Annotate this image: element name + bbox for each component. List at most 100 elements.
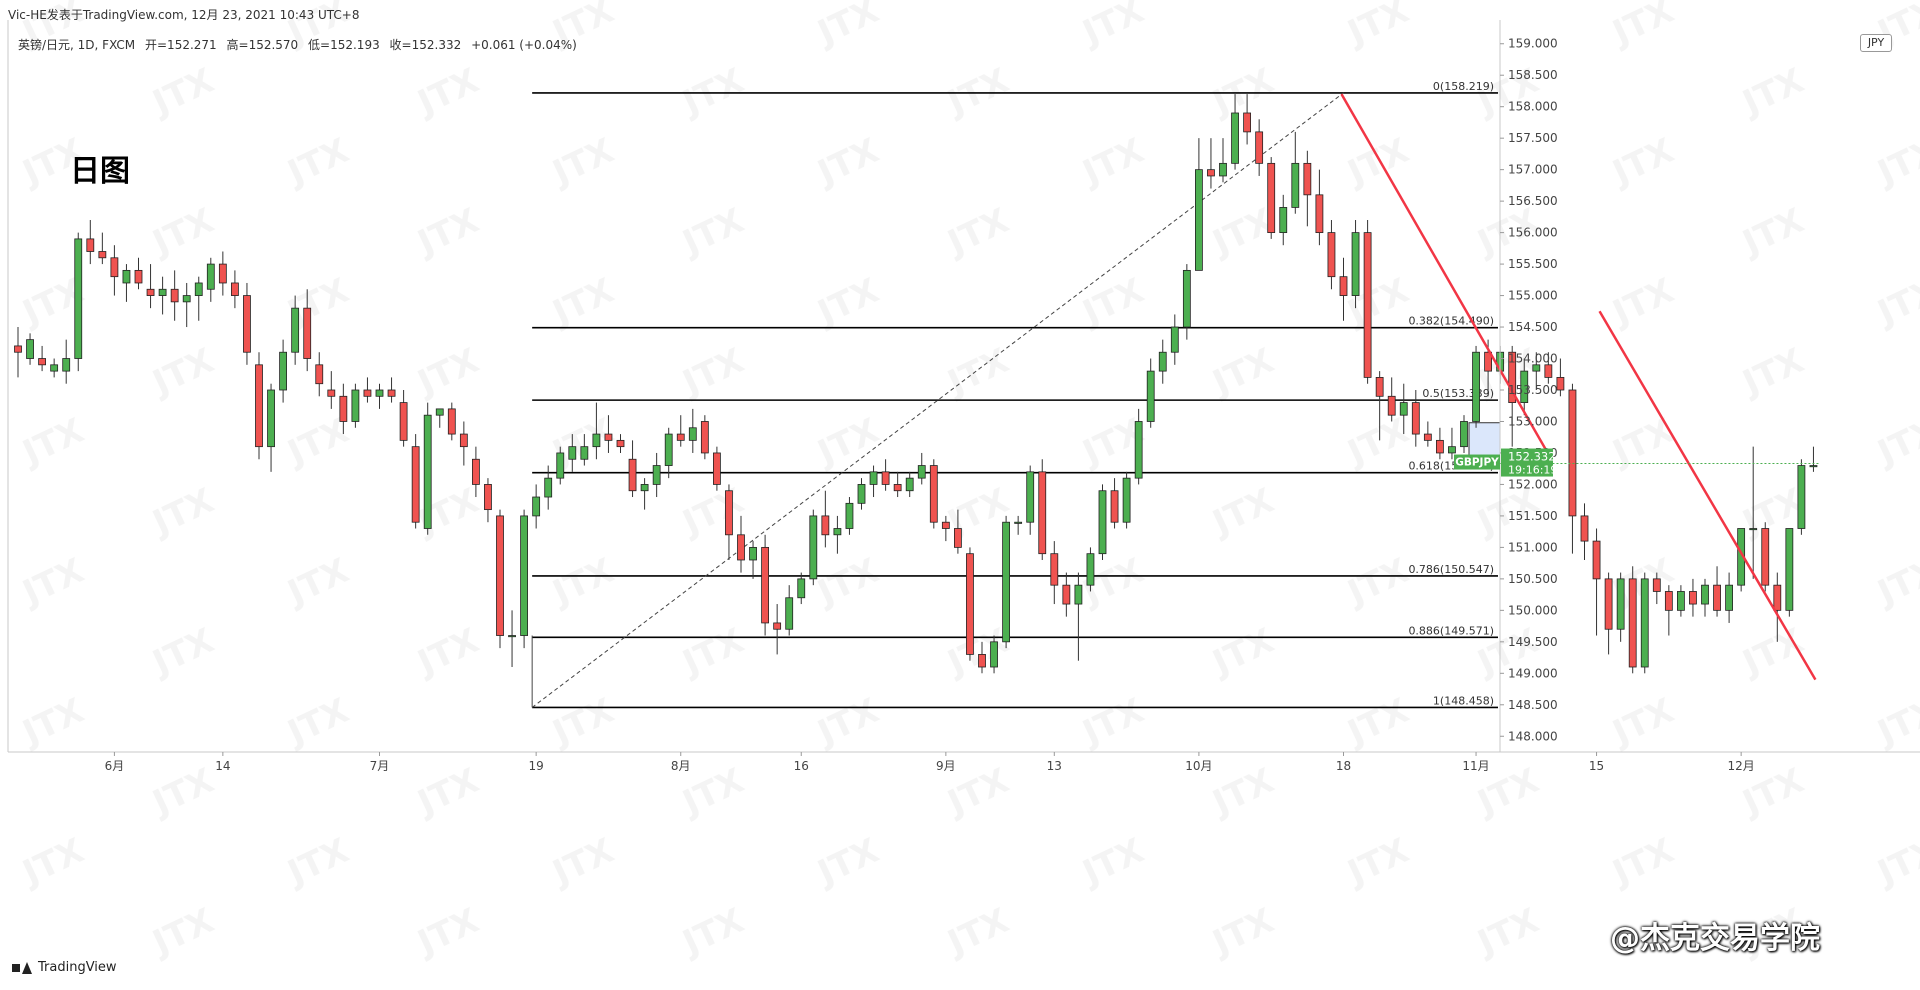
candle-up [291, 307, 300, 353]
candle-up [1809, 465, 1818, 468]
candle-down [110, 257, 119, 278]
candle-down [628, 458, 637, 492]
price-tick-label: 154.000 [1508, 352, 1558, 366]
watermark-text: JTX [545, 831, 620, 894]
watermark-text: JTX [15, 551, 90, 614]
candle-down [1580, 515, 1589, 542]
candle-up [508, 635, 516, 638]
candle-down [1255, 131, 1264, 164]
candle-down [1062, 584, 1071, 605]
candle-up [664, 433, 673, 466]
watermark-text: JTX [940, 901, 1015, 964]
price-tick-label: 158.000 [1508, 100, 1558, 114]
symbol-label[interactable]: 英镑/日元, 1D, FXCM [18, 38, 136, 52]
time-tick-label: 15 [1589, 759, 1604, 773]
candle-down [218, 263, 227, 284]
candle-down [98, 251, 107, 259]
watermark-text: JTX [280, 831, 355, 894]
price-tick-label: 148.500 [1508, 698, 1558, 712]
time-tick-label: 14 [215, 759, 230, 773]
candle-up [869, 471, 878, 485]
candle-down [387, 389, 396, 397]
candle-up [917, 465, 926, 479]
candle-down [761, 546, 769, 624]
candle-down [1375, 377, 1384, 397]
candle-up [905, 477, 914, 492]
price-tick-label: 159.000 [1508, 37, 1558, 51]
watermark-text: JTX [545, 131, 620, 194]
candle-up [785, 597, 794, 630]
ohlc-legend: 英镑/日元, 1D, FXCM 开=152.271 高=152.570 低=15… [18, 36, 583, 53]
price-tick-label: 150.000 [1508, 603, 1558, 617]
watermark-text: JTX [1605, 131, 1680, 194]
fibonacci-layer: 0(158.219)0.382(154.490)0.5(153.339)0.61… [531, 80, 1498, 709]
candle-up [1472, 351, 1480, 422]
watermark-text: JTX [1870, 411, 1920, 474]
fib-label-0.886: 0.886(149.571) [1408, 624, 1494, 637]
price-tick-label: 149.000 [1508, 666, 1558, 680]
time-tick-label: 16 [794, 759, 809, 773]
candle-down [954, 528, 962, 548]
watermark-text: JTX [675, 201, 750, 264]
candle-up [375, 389, 384, 397]
candle-up [1725, 584, 1733, 611]
candle-up [1291, 162, 1300, 208]
candle-down [1628, 578, 1637, 668]
watermark-text: JTX [1870, 271, 1920, 334]
watermark-text: JTX [280, 0, 355, 54]
candle-down [1038, 471, 1047, 555]
candle-down [411, 446, 420, 523]
candle-down [773, 622, 782, 630]
price-tick-label: 154.500 [1508, 320, 1558, 334]
candle-up [1098, 490, 1107, 555]
watermark-text: JTX [810, 831, 885, 894]
watermark-text: JTX [145, 901, 220, 964]
candle-up [1532, 364, 1541, 372]
watermark-text: JTX [1205, 761, 1280, 824]
candle-down [881, 471, 890, 485]
watermark-text: JTX [1205, 481, 1280, 544]
candle-down [327, 389, 336, 397]
tradingview-logo[interactable]: TradingView [12, 960, 117, 975]
price-badge-countdown: 19:16:19 [1508, 464, 1557, 477]
watermark-text: JTX [1075, 0, 1150, 54]
watermark-text: JTX [1340, 0, 1415, 54]
publisher-line: Vic-HE发表于TradingView.com, 12月 23, 2021 1… [8, 8, 360, 22]
candle-down [447, 408, 456, 435]
candle-down [14, 345, 22, 353]
candle-up [580, 446, 589, 460]
candle-down [941, 521, 950, 529]
price-tick-label: 153.500 [1508, 383, 1558, 397]
brand-watermark: @杰克交易学院 [1610, 921, 1820, 956]
candle-up [749, 546, 757, 561]
candle-up [122, 269, 131, 284]
candle-down [146, 288, 155, 296]
low-value: 低=152.193 [308, 38, 380, 52]
watermark-text: JTX [1605, 411, 1680, 474]
candle-up [423, 414, 432, 529]
watermark-text: JTX [145, 61, 220, 124]
candle-up [1640, 578, 1649, 668]
trendline-layer [1340, 93, 1817, 681]
fib-label-0.382: 0.382(154.490) [1408, 315, 1494, 328]
candle-down [459, 433, 468, 448]
candle-up [1749, 528, 1758, 531]
price-tick-label: 157.000 [1508, 163, 1558, 177]
watermark-text: JTX [1605, 0, 1680, 54]
watermark-text: JTX [1075, 551, 1150, 614]
watermark-text: JTX [280, 691, 355, 754]
watermark-text: JTX [1075, 271, 1150, 334]
candle-up [1170, 326, 1179, 353]
fib-label-0.5: 0.5(153.339) [1422, 387, 1494, 400]
candle-down [1592, 540, 1601, 580]
candle-up [1399, 402, 1408, 416]
price-tick-label: 155.000 [1508, 289, 1558, 303]
candle-down [86, 238, 95, 252]
candle-down [1315, 194, 1324, 234]
candle-down [230, 282, 239, 296]
price-tick-label: 152.000 [1508, 477, 1558, 491]
candle-up [532, 496, 541, 517]
currency-badge[interactable]: JPY [1860, 34, 1892, 52]
candle-down [700, 421, 709, 454]
